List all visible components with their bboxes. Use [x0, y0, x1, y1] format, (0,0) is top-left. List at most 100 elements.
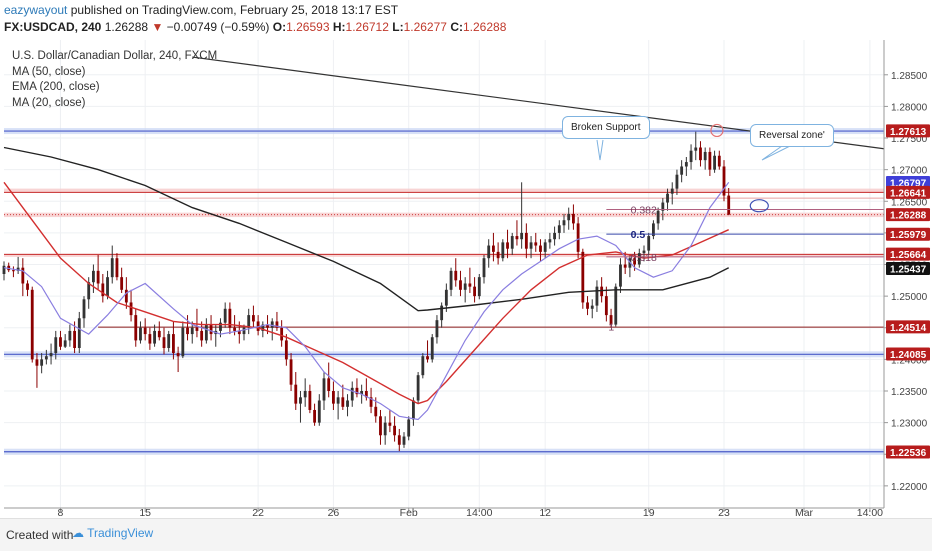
price-tick-label: 1.25000 — [891, 292, 928, 303]
candle — [289, 353, 293, 391]
candle — [313, 403, 316, 426]
candle-body — [195, 327, 199, 331]
candle — [388, 409, 392, 433]
candle-body — [369, 397, 373, 407]
candle-body — [661, 202, 665, 211]
candle-body — [633, 258, 636, 265]
resistance-zone — [4, 188, 884, 193]
price-tick-label: 1.26500 — [891, 197, 928, 208]
change-value: −0.00749 (−0.59%) — [166, 20, 270, 34]
candle — [270, 318, 274, 341]
candle-body — [275, 321, 279, 328]
candle-body — [134, 315, 138, 341]
candle-body — [110, 258, 114, 278]
candle-body — [586, 302, 589, 309]
candle-body — [717, 155, 721, 167]
candle-body — [228, 308, 232, 328]
candle-body — [73, 330, 76, 348]
candle-body — [167, 334, 171, 348]
candle — [54, 330, 58, 360]
ohlc-line: FX:USDCAD, 240 1.26288 ▼ −0.00749 (−0.59… — [4, 20, 506, 34]
candle — [200, 321, 204, 347]
top-bar: eazywayout published on TradingView.com,… — [0, 0, 932, 36]
reversal-zone-callout[interactable]: Reversal zone' — [750, 124, 834, 147]
candle — [350, 381, 354, 407]
candle — [444, 283, 448, 312]
tradingview-cloud-icon: ☁ — [72, 526, 84, 540]
candle-body — [590, 305, 594, 309]
candle — [510, 232, 514, 256]
candle — [529, 236, 533, 259]
candle-body — [266, 324, 269, 328]
candle — [430, 334, 434, 363]
candle-body — [444, 289, 448, 306]
candle-body — [501, 242, 505, 259]
candle-body — [567, 213, 571, 221]
time-tick-label: 15 — [139, 507, 151, 518]
low-value: 1.26277 — [403, 20, 447, 34]
candle-body — [87, 282, 91, 300]
candle-body — [59, 337, 62, 347]
candle — [327, 362, 331, 398]
candle-body — [675, 174, 679, 189]
time-tick-label: Mar — [795, 507, 814, 518]
candle — [209, 315, 213, 341]
candle-body — [487, 245, 491, 259]
candle-body — [308, 391, 312, 410]
candle — [416, 372, 420, 404]
candle — [722, 160, 726, 202]
candle — [317, 394, 321, 426]
legend-ma50[interactable]: MA (50, close) — [12, 65, 86, 78]
candle-body — [209, 324, 213, 335]
author-link[interactable]: eazywayout — [4, 3, 68, 17]
candle-body — [473, 286, 476, 297]
publish-line: eazywayout published on TradingView.com,… — [4, 3, 398, 17]
candle — [586, 296, 589, 316]
tradingview-logo-link[interactable]: ☁ TradingView — [72, 526, 153, 540]
price-label-text: 1.26288 — [890, 211, 927, 222]
down-arrow-icon: ▼ — [151, 20, 164, 34]
candle-body — [336, 397, 340, 404]
candle-body — [379, 416, 382, 436]
candle-body — [426, 356, 429, 360]
price-tick-label: 1.27000 — [891, 166, 928, 177]
candle — [600, 277, 604, 303]
broken-support-callout[interactable]: Broken Support — [562, 116, 650, 139]
candle-body — [223, 308, 227, 323]
candle-body — [30, 289, 34, 360]
price-label-text: 1.27613 — [890, 127, 927, 138]
candle — [21, 258, 25, 297]
chart-legend: U.S. Dollar/Canadian Dollar, 240, FXCM M… — [12, 49, 217, 111]
candle-body — [647, 236, 651, 251]
candle-body — [101, 283, 105, 297]
candle-body — [722, 166, 726, 196]
candle-body — [252, 315, 255, 322]
close-label: C: — [450, 20, 463, 34]
price-tick-label: 1.27500 — [891, 134, 928, 145]
candle-body — [581, 251, 585, 303]
candle — [717, 150, 721, 170]
candle-body — [449, 270, 453, 290]
candle — [242, 324, 246, 341]
candle-body — [440, 305, 444, 321]
candle — [308, 384, 312, 414]
candle-body — [181, 327, 185, 357]
candle — [228, 302, 232, 335]
candle-body — [12, 270, 15, 272]
candle-body — [63, 340, 67, 347]
candle — [567, 207, 571, 230]
candle — [383, 416, 387, 445]
price-tick-label: 1.28500 — [891, 71, 928, 82]
candle — [2, 261, 6, 281]
candle — [402, 432, 406, 448]
candle — [294, 372, 298, 410]
reversal-marker-ellipse — [749, 199, 769, 213]
price-label-text: 1.24085 — [890, 350, 927, 361]
fib-label: 0.618 — [631, 252, 657, 264]
candle-body — [637, 253, 641, 265]
legend-ma20[interactable]: MA (20, close) — [12, 96, 86, 109]
candle-body — [543, 242, 547, 252]
legend-ema200[interactable]: EMA (200, close) — [12, 81, 100, 93]
candle — [694, 131, 698, 161]
